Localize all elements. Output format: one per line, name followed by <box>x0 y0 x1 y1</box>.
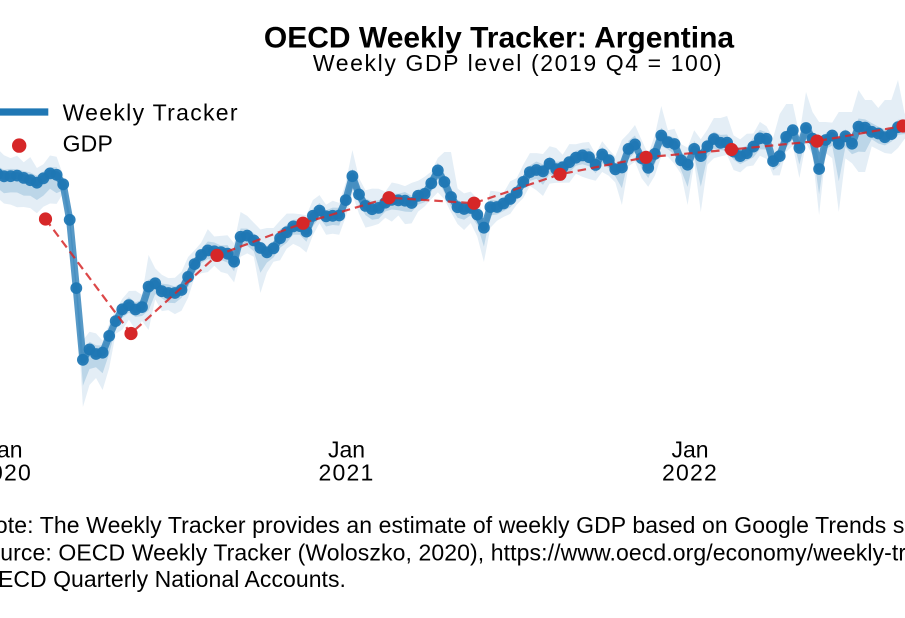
svg-text:Weekly Tracker: Weekly Tracker <box>63 100 239 126</box>
svg-text:Jan: Jan <box>671 437 708 463</box>
svg-text:2021: 2021 <box>319 459 375 485</box>
svg-text:2020: 2020 <box>0 459 32 485</box>
svg-text:Jan: Jan <box>328 437 365 463</box>
svg-text:OECD Quarterly National Accoun: OECD Quarterly National Accounts. <box>0 566 346 592</box>
svg-text:Note: The Weekly Tracker provi: Note: The Weekly Tracker provides an est… <box>0 512 905 538</box>
svg-text:GDP: GDP <box>63 131 113 157</box>
svg-text:OECD Weekly Tracker: Argentina: OECD Weekly Tracker: Argentina <box>264 22 734 55</box>
svg-text:Jan: Jan <box>0 437 23 463</box>
svg-text:Weekly GDP level (2019 Q4 = 10: Weekly GDP level (2019 Q4 = 100) <box>313 50 723 76</box>
svg-text:2022: 2022 <box>662 459 718 485</box>
svg-text:Source: OECD Weekly Tracker (W: Source: OECD Weekly Tracker (Woloszko, 2… <box>0 540 905 566</box>
